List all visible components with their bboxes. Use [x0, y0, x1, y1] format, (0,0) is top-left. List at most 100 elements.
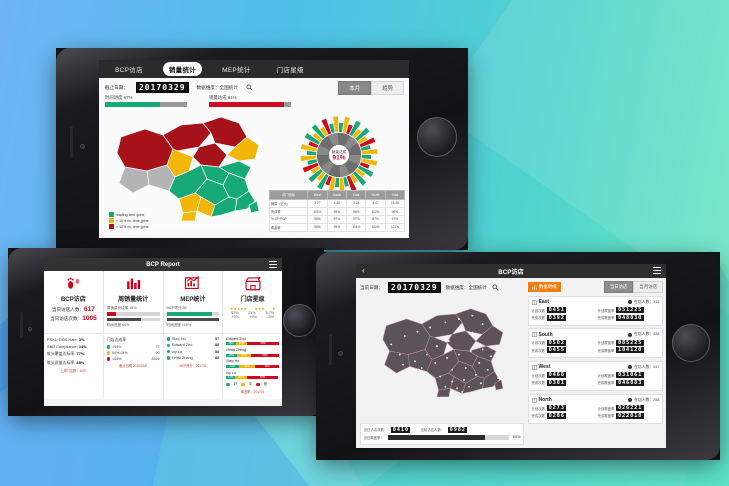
visits-value: 0410 — [391, 426, 411, 433]
map-dot — [414, 360, 416, 363]
phone1-period-toggle[interactable]: 本月 趋势 — [338, 81, 404, 95]
tab-mep-stats[interactable]: MEP统计 — [222, 67, 251, 74]
table-cell: 97% — [326, 215, 348, 224]
coverage-stacked-bar: 17% 23% 58% — [226, 375, 279, 380]
date-value[interactable]: 20170329 — [387, 282, 441, 293]
rank-row: Ivy Lo 88 — [166, 350, 219, 354]
date-value[interactable]: 20170329 — [135, 82, 189, 93]
kpi-row: SBD Compliance: 14% — [47, 344, 87, 350]
card-title: 门店星级 — [240, 297, 265, 303]
china-dot-map[interactable] — [360, 296, 524, 408]
count-dot — [628, 365, 633, 370]
card-weekly-sales[interactable]: 周销量统计 周销量完成率 18% 时间进度 64% — [104, 271, 164, 333]
bar-segment: 18% — [226, 342, 236, 346]
earpiece-speaker — [20, 312, 23, 338]
map-dot — [463, 378, 465, 381]
segment-trend[interactable]: 趋势 — [371, 81, 404, 95]
table-cell: 覆盖率 — [268, 222, 309, 233]
phone3-title: BCP访店 — [498, 268, 524, 276]
bar-legend: 好 中 差 — [226, 382, 279, 387]
radial-sunburst-chart[interactable]: 销量达成 91% — [273, 109, 405, 201]
map-dot — [457, 353, 460, 356]
card-title: BCP访店 — [61, 297, 86, 303]
metric-row: 计划次数 0502 计划覆盖率 085225 — [531, 339, 660, 346]
chart-icon — [532, 285, 537, 290]
search-icon[interactable] — [492, 284, 499, 291]
search-icon[interactable] — [246, 84, 253, 91]
panel-footnote: 截止日期 2016/01/8 — [119, 364, 148, 369]
map-dot — [486, 368, 489, 371]
tab-store-rating[interactable]: 门店星级 — [276, 67, 304, 74]
region-card[interactable]: West 在店人数：347 计划次数 0468 计划覆盖率 031061 完成次数 0… — [528, 360, 663, 392]
map-dot — [461, 390, 464, 393]
star-pct-1: 24% — [248, 311, 256, 315]
tab-sales-stats[interactable]: 销量统计 — [162, 62, 203, 76]
home-button[interactable] — [283, 304, 316, 337]
time-progress-label: 时间进度 67% — [105, 95, 133, 100]
map-dot — [425, 373, 428, 376]
card-bcp-visit[interactable]: BCP访店 当日访店人数：617 当日访店次数：1005 — [44, 271, 104, 333]
metric-cell: 计划次数 0468 — [531, 372, 567, 379]
summary-progress: 当日覆盖率： 80% — [364, 434, 521, 440]
map-legend: leading time gone < 10% vs. time gone > … — [109, 212, 149, 230]
panel-compliance: PSKU OOS Rate: 3% SBD Compliance: 14% 堆头… — [44, 334, 104, 399]
coverage-pct: 80% — [512, 435, 521, 439]
sales-progress-bar — [209, 102, 291, 107]
star-pct-2: 5.7% — [265, 311, 275, 315]
bar-chart-icon — [107, 274, 160, 293]
visits-label: 当日访店次数： — [363, 428, 388, 432]
region-icon — [531, 397, 537, 403]
th-1: West — [307, 190, 328, 200]
table-cell: 97% — [346, 215, 367, 224]
table-row: 完成率 101% 99% 96% 102% 99% — [268, 206, 406, 217]
hamburger-menu-icon[interactable] — [653, 267, 661, 274]
region-icon — [531, 365, 537, 370]
segment-this-month[interactable]: 本月 — [338, 81, 372, 95]
region-card[interactable]: North 在店人数：258 计划次数 0273 计划覆盖率 026221 完成次数… — [528, 393, 663, 424]
phone2-title: BCP Report — [146, 261, 180, 268]
region-icon — [531, 299, 537, 305]
data-detail-chip[interactable]: 数据明细 — [528, 282, 561, 292]
region-card[interactable]: East 在店人数：312 计划次数 0451 计划覆盖率 051225 完成次数 0… — [528, 295, 663, 326]
table-cell: 15.26 — [384, 198, 406, 208]
map-dot — [429, 326, 432, 329]
person-name: Step Hu — [226, 359, 240, 364]
region-header: South 在店人数：438 — [531, 332, 660, 338]
panel-store-achievement: 门店达成率 >94% 77 54%-94% 90 <54% 4516 截止日期 201… — [104, 334, 164, 399]
panel-footnote: 覆盖率：201703 — [240, 389, 265, 394]
table-cell: 99% — [326, 222, 348, 233]
phone3-region-list[interactable]: 数据明细 当日访店 当月访店 East 在店人数：312 计划次数 0451 计划… — [528, 278, 666, 448]
time-progress-bar — [105, 102, 187, 107]
stars-3: ★★★ — [254, 307, 265, 311]
card-store-rating[interactable]: 门店星级 ★★★★★ ★★★ ★ 57% 24% 5.7% +3% +9% -3… — [223, 271, 282, 333]
tab-bcp-visit[interactable]: BCP访店 — [115, 67, 143, 74]
segment-today[interactable]: 当日访店 — [603, 281, 634, 293]
earpiece-speaker — [329, 334, 332, 365]
table-row: 销量（亿元） 3.27 4.48 3.24 4.47 15.26 — [268, 198, 406, 208]
china-choropleth-map[interactable]: leading time gone < 10% vs. time gone > … — [103, 109, 271, 232]
segment-month[interactable]: 当月访店 — [633, 281, 663, 293]
phone-device-sales-dashboard: BCP访店 销量统计 MEP统计 门店星级 截止日期： 20170329 数据维… — [56, 48, 468, 250]
region-card[interactable]: South 在店人数：438 计划次数 0502 计划覆盖率 085225 完成次数… — [528, 328, 663, 359]
legend-swatch — [109, 218, 114, 223]
person-name: Hrida Zheng — [226, 348, 247, 353]
home-button[interactable] — [672, 324, 710, 362]
table-cell: 98% — [307, 222, 328, 233]
legend-label-2: > 10% vs. time gone — [116, 224, 149, 229]
home-button[interactable] — [417, 117, 457, 157]
person-name: Edward Zhu — [226, 337, 246, 341]
region-name: East — [531, 299, 549, 305]
map-dot — [481, 348, 484, 351]
region-count: 在店人数：347 — [628, 365, 660, 370]
card-mep[interactable]: MEP统计 MEP得分 86 时间进度 100% — [164, 271, 224, 333]
metric-cell: 完成次数 0206 — [531, 412, 567, 419]
coverage-stacked-bar: 24% 31% 45% — [226, 364, 279, 368]
phone3-period-toggle[interactable]: 当日访店 当月访店 — [603, 281, 663, 293]
map-dot — [449, 392, 452, 395]
back-chevron-icon[interactable]: ‹ — [362, 266, 365, 275]
front-camera — [80, 144, 85, 149]
phone2-navbar: BCP Report — [44, 258, 282, 271]
metric-cell: 计划次数 0502 — [531, 339, 567, 346]
hamburger-menu-icon[interactable] — [269, 261, 277, 268]
map-dot — [496, 377, 499, 380]
